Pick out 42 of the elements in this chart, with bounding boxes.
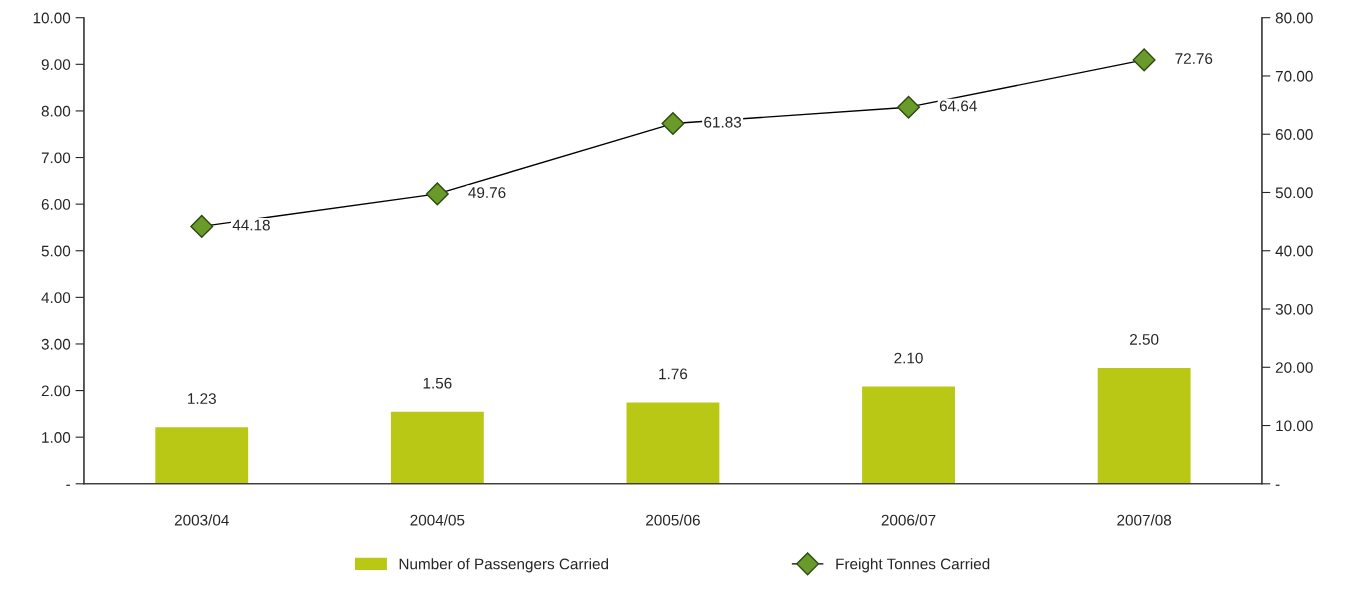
data-label: 72.76 — [1175, 53, 1213, 64]
x-tick-label: 2004/05 — [410, 514, 465, 526]
bar — [625, 401, 721, 484]
y2-tick-label: - — [1275, 484, 1280, 486]
bar — [1096, 366, 1192, 484]
y-tick-label: 3.00 — [41, 338, 71, 350]
x-tick-label: 2003/04 — [174, 514, 229, 526]
y2-tick-label: 20.00 — [1275, 362, 1313, 373]
x-tick-label: 2006/07 — [881, 514, 936, 526]
data-label: 1.23 — [188, 393, 216, 405]
y-tick-label: - — [66, 484, 71, 486]
y-tick-label: 7.00 — [41, 152, 71, 164]
data-label: 44.18 — [232, 219, 270, 231]
x-tick-label: 2007/08 — [1117, 514, 1172, 526]
data-label: 2.10 — [894, 352, 923, 364]
data-label: 61.83 — [704, 116, 742, 128]
legend-label: Number of Passengers Carried — [399, 558, 609, 573]
data-label: 1.56 — [423, 377, 452, 389]
y2-tick-label: 80.00 — [1275, 12, 1313, 24]
y-tick-label: 5.00 — [41, 245, 71, 257]
y2-tick-label: 70.00 — [1275, 70, 1313, 82]
y-tick-label: 1.00 — [42, 432, 71, 443]
y-tick-label: 2.00 — [41, 385, 71, 397]
y-tick-label: 8.00 — [41, 105, 71, 117]
bar — [153, 425, 250, 484]
data-label: 49.76 — [468, 187, 506, 198]
bar — [389, 410, 486, 484]
x-tick-label: 2005/06 — [646, 514, 700, 526]
y-tick-label: 4.00 — [41, 292, 71, 304]
y2-tick-label: 60.00 — [1275, 129, 1313, 140]
y-tick-label: 6.00 — [41, 199, 71, 210]
legend-label: Freight Tonnes Carried — [836, 558, 990, 573]
y2-tick-label: 30.00 — [1275, 303, 1313, 315]
y-tick-label: 10.00 — [33, 12, 71, 24]
data-label: 2.50 — [1130, 333, 1159, 345]
y-tick-label: 9.00 — [41, 59, 71, 70]
data-label: 64.64 — [939, 100, 977, 112]
y2-tick-label: 50.00 — [1275, 187, 1313, 199]
bar — [860, 385, 957, 484]
y2-tick-label: 40.00 — [1275, 245, 1313, 257]
y2-tick-label: 10.00 — [1276, 420, 1313, 432]
data-label: 1.76 — [659, 368, 688, 380]
